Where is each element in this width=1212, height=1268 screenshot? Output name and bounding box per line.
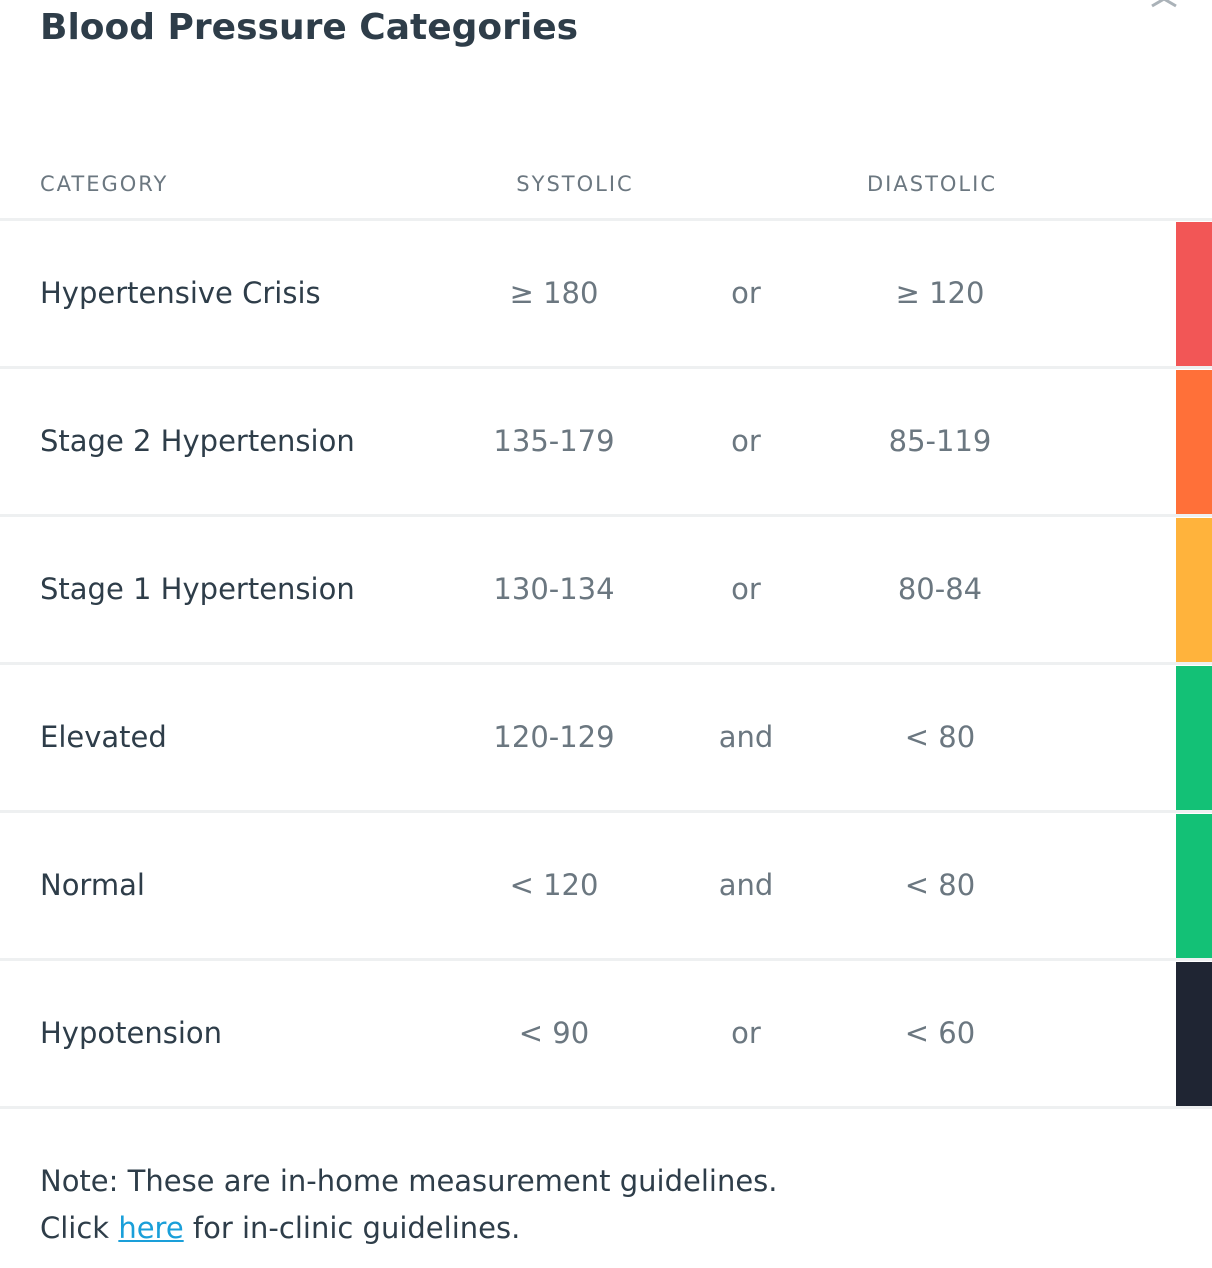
category: Stage 2 Hypertension	[40, 424, 355, 458]
category: Hypotension	[40, 1016, 223, 1050]
link[interactable]: here	[118, 1211, 184, 1245]
separator	[0, 514, 1212, 517]
separator	[0, 662, 1212, 665]
systolic: 135-179	[493, 424, 615, 458]
category: Hypertensive Crisis	[40, 276, 321, 310]
systolic: 130-134	[493, 572, 615, 606]
separator	[0, 218, 1212, 221]
conjunction: or	[731, 424, 761, 458]
separator	[0, 366, 1212, 369]
column-header: SYSTOLIC	[516, 172, 634, 196]
category: Normal	[40, 868, 145, 902]
note: Click here for in-clinic guidelines.	[40, 1208, 520, 1248]
category: Stage 1 Hypertension	[40, 572, 355, 606]
separator	[0, 1106, 1212, 1109]
separator	[0, 810, 1212, 813]
severity-bar	[1176, 370, 1212, 514]
conjunction: or	[731, 572, 761, 606]
severity-bar	[1176, 666, 1212, 810]
severity-bar	[1176, 518, 1212, 662]
conjunction: or	[731, 1016, 761, 1050]
severity-bar	[1176, 814, 1212, 958]
diastolic: 85-119	[888, 424, 992, 458]
diastolic: 80-84	[897, 572, 983, 606]
systolic: < 90	[518, 1016, 590, 1050]
diastolic: < 80	[904, 868, 976, 902]
column-header: CATEGORY	[40, 172, 169, 196]
category: Elevated	[40, 720, 167, 754]
conjunction: and	[718, 720, 774, 754]
conjunction: and	[718, 868, 774, 902]
note-text: for in-clinic guidelines.	[183, 1211, 521, 1245]
close-button[interactable]	[1148, 0, 1182, 10]
conjunction: or	[731, 276, 761, 310]
systolic: < 120	[509, 868, 599, 902]
diastolic: < 60	[904, 1016, 976, 1050]
diastolic: ≥ 120	[895, 276, 985, 310]
note: Note: These are in-home measurement guid…	[40, 1164, 778, 1198]
severity-bar	[1176, 962, 1212, 1106]
severity-bar	[1176, 222, 1212, 366]
systolic: 120-129	[493, 720, 615, 754]
column-header: DIASTOLIC	[867, 172, 997, 196]
separator	[0, 958, 1212, 961]
diastolic: < 80	[904, 720, 976, 754]
title: Blood Pressure Categories	[40, 7, 579, 48]
systolic: ≥ 180	[509, 276, 599, 310]
note-text: Click	[40, 1211, 119, 1245]
